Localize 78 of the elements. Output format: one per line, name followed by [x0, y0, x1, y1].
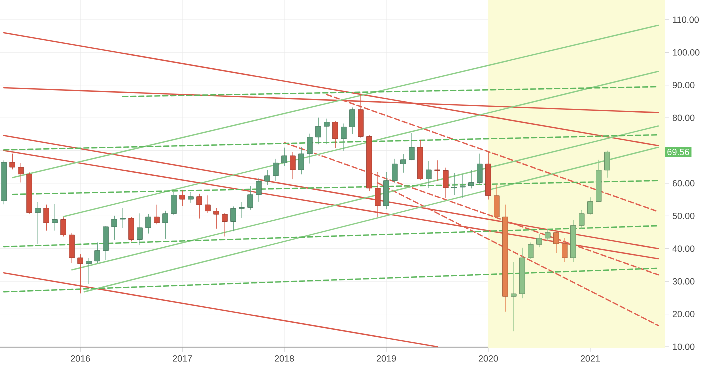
candlestick	[298, 147, 304, 175]
candlestick	[205, 196, 211, 214]
candlestick	[332, 120, 338, 148]
candlestick	[554, 230, 560, 254]
candlestick	[282, 148, 288, 166]
candlestick	[188, 192, 194, 204]
candlestick	[588, 198, 594, 215]
candlestick	[86, 258, 92, 285]
candlestick	[409, 133, 415, 161]
candlestick	[460, 174, 466, 198]
candlestick	[128, 217, 134, 242]
y-tick-label: 20.00	[672, 311, 695, 318]
candlestick	[94, 242, 100, 264]
candlestick	[146, 214, 152, 234]
candlestick	[248, 186, 254, 210]
x-tick-label: 2021	[580, 356, 600, 362]
candlestick	[545, 229, 551, 242]
candlestick	[528, 242, 534, 260]
candlestick	[60, 217, 66, 237]
y-tick-label: 30.00	[672, 278, 695, 285]
x-tick-label: 2017	[173, 356, 192, 362]
candlestick	[562, 238, 568, 262]
candlestick	[536, 234, 542, 248]
y-tick-label: 90.00	[672, 82, 695, 89]
candlestick	[375, 172, 381, 218]
candlestick	[112, 216, 118, 240]
candlestick	[290, 152, 296, 180]
x-tick-label: 2018	[275, 356, 294, 362]
candlestick	[434, 160, 440, 182]
candlestick	[316, 118, 322, 145]
y-tick-label: 10.00	[673, 344, 695, 350]
candlestick	[196, 194, 202, 219]
candlestick	[426, 161, 432, 188]
candlestick	[44, 204, 50, 231]
candlestick	[230, 206, 236, 232]
y-tick-label: 40.00	[672, 246, 695, 252]
candlestick	[604, 150, 610, 178]
candlestick	[103, 226, 109, 260]
x-tick-label: 2016	[71, 356, 90, 362]
y-tick-label: 50.00	[672, 212, 695, 220]
annotation: 69.56	[668, 149, 690, 156]
candlestick	[350, 108, 356, 134]
y-tick-label: 80.00	[672, 114, 695, 122]
candlestick	[468, 170, 474, 189]
y-tick-label: 100.00	[673, 49, 700, 56]
candlestick	[10, 154, 16, 170]
candlestick	[162, 210, 168, 240]
candlestick	[443, 168, 449, 198]
y-tick-label: 110.00	[673, 16, 700, 24]
x-tick-label: 2019	[376, 356, 396, 362]
candlestick	[171, 192, 177, 216]
candlestick	[511, 262, 517, 332]
candlestick	[264, 170, 270, 186]
candlestick	[35, 202, 41, 244]
candlestick	[52, 204, 58, 231]
candlestick	[222, 213, 228, 237]
candlestick	[239, 202, 245, 218]
candlestick	[180, 190, 186, 206]
candlestick	[154, 204, 160, 225]
x-tick-label: 2020	[478, 356, 498, 362]
candlestick	[120, 208, 126, 228]
candlestick	[78, 254, 84, 294]
candlestick	[307, 134, 313, 164]
candlestick	[579, 210, 585, 229]
candlestick	[477, 154, 483, 184]
candlestick	[494, 184, 500, 218]
candlestick	[137, 214, 143, 246]
y-tick-label: 60.00	[672, 180, 695, 187]
candlestick	[324, 118, 330, 145]
candlestick	[452, 173, 458, 196]
candlestick	[273, 158, 279, 182]
candlestick	[214, 208, 220, 229]
candlestick	[392, 158, 398, 184]
candlestick	[256, 178, 262, 202]
candlestick	[400, 154, 406, 174]
candlestick	[18, 163, 24, 183]
candlestick	[341, 124, 347, 152]
candlestick	[69, 232, 75, 264]
